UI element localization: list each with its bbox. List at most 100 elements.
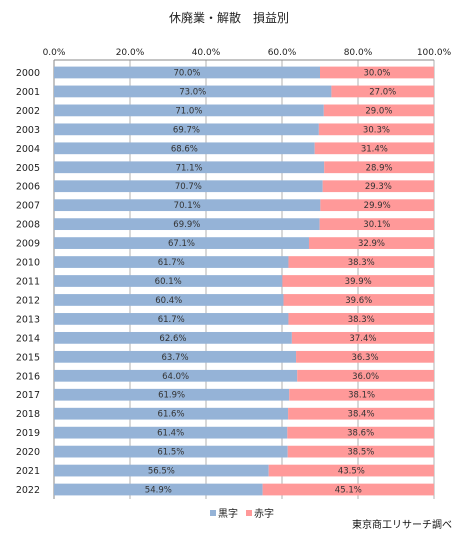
data-label-red-2013: 38.3% <box>348 315 375 325</box>
bar-red-2021 <box>268 464 434 477</box>
data-label-black-2008: 69.9% <box>173 220 200 230</box>
category-label-2006: 2006 <box>16 182 40 193</box>
bar-black-2000 <box>54 66 320 79</box>
category-label-2008: 2008 <box>16 220 40 231</box>
category-label-2014: 2014 <box>16 333 40 344</box>
bar-black-2014 <box>54 331 292 344</box>
chart-title: 休廃業・解散 損益別 <box>169 10 289 25</box>
bar-red-2014 <box>291 331 434 344</box>
category-label-2004: 2004 <box>16 144 40 155</box>
x-tick-label: 0.0% <box>43 48 66 58</box>
bar-black-2021 <box>54 464 269 477</box>
x-tick-label: 80.0% <box>344 48 373 58</box>
data-label-red-2017: 38.1% <box>348 391 375 401</box>
data-label-black-2002: 71.0% <box>175 106 202 116</box>
category-label-2009: 2009 <box>16 239 40 250</box>
data-label-black-2011: 60.1% <box>155 277 182 287</box>
bar-black-2009 <box>54 237 309 249</box>
bar-red-2008 <box>319 218 434 231</box>
source-credit: 東京商工リサーチ調べ <box>352 518 452 531</box>
category-label-2016: 2016 <box>16 371 40 382</box>
bar-red-2020 <box>287 445 434 458</box>
category-label-2003: 2003 <box>16 125 40 136</box>
data-label-black-2015: 63.7% <box>162 353 189 363</box>
data-label-black-2007: 70.1% <box>174 201 201 211</box>
bar-red-2009 <box>308 237 434 249</box>
bar-red-2017 <box>289 388 434 401</box>
category-label-2022: 2022 <box>16 485 40 496</box>
data-label-red-2021: 43.5% <box>338 467 365 477</box>
data-label-black-2005: 71.1% <box>176 163 203 173</box>
bar-black-2013 <box>54 313 289 325</box>
bar-black-2020 <box>54 445 288 458</box>
bar-red-2013 <box>288 313 434 325</box>
data-label-red-2020: 38.5% <box>347 448 374 458</box>
data-label-black-2016: 64.0% <box>162 372 189 382</box>
category-label-2011: 2011 <box>16 277 40 288</box>
bar-black-2016 <box>54 369 298 382</box>
category-label-2002: 2002 <box>16 106 40 117</box>
data-label-red-2003: 30.3% <box>363 125 390 135</box>
bar-red-2003 <box>318 123 434 136</box>
x-tick-label: 20.0% <box>116 48 145 58</box>
bar-black-2004 <box>54 142 315 155</box>
bar-red-2018 <box>288 407 434 420</box>
bar-red-2016 <box>297 369 434 382</box>
data-label-black-2017: 61.9% <box>158 391 185 401</box>
data-label-red-2014: 37.4% <box>349 334 376 344</box>
bar-red-2005 <box>324 161 434 174</box>
data-label-red-2007: 29.9% <box>364 201 391 211</box>
data-label-black-2020: 61.5% <box>157 448 184 458</box>
bar-red-2010 <box>288 256 434 268</box>
data-label-black-2009: 67.1% <box>168 239 195 249</box>
bar-black-2018 <box>54 407 289 420</box>
data-label-black-2000: 70.0% <box>173 68 200 78</box>
bar-black-2005 <box>54 161 325 174</box>
data-label-black-2010: 61.7% <box>158 258 185 268</box>
bar-black-2012 <box>54 294 284 306</box>
data-label-black-2014: 62.6% <box>159 334 186 344</box>
bar-red-2019 <box>287 426 434 439</box>
bar-red-2012 <box>283 294 434 306</box>
y-axis-categories: 2000 2001 2002 2003 2004 2005 2006 2007 2008 2009… <box>16 68 40 496</box>
data-label-red-2005: 28.9% <box>366 163 393 173</box>
bar-black-2019 <box>54 426 288 439</box>
data-label-red-2006: 29.3% <box>365 182 392 192</box>
bar-red-2015 <box>296 350 434 363</box>
bar-black-2010 <box>54 256 289 268</box>
bar-black-2011 <box>54 275 283 287</box>
bar-black-2008 <box>54 218 320 231</box>
data-label-red-2022: 45.1% <box>335 486 362 496</box>
bar-red-2002 <box>323 104 434 117</box>
data-label-black-2013: 61.7% <box>158 315 185 325</box>
data-label-black-2006: 70.7% <box>175 182 202 192</box>
category-label-2001: 2001 <box>16 87 40 98</box>
category-label-2018: 2018 <box>16 409 40 420</box>
data-label-black-2004: 68.6% <box>171 144 198 154</box>
category-label-2021: 2021 <box>16 466 40 477</box>
category-label-2010: 2010 <box>16 258 40 269</box>
bar-red-2001 <box>331 85 434 98</box>
data-label-red-2019: 38.6% <box>347 429 374 439</box>
legend-swatch-red <box>246 510 252 516</box>
bar-black-2007 <box>54 199 321 212</box>
legend-swatch-black <box>210 510 216 516</box>
data-label-red-2015: 36.3% <box>352 353 379 363</box>
data-label-black-2012: 60.4% <box>155 296 182 306</box>
category-label-2000: 2000 <box>16 68 40 79</box>
data-label-black-2001: 73.0% <box>179 87 206 97</box>
category-label-2017: 2017 <box>16 390 40 401</box>
x-tick-label: 100.0% <box>417 48 452 58</box>
data-label-red-2002: 29.0% <box>365 106 392 116</box>
data-label-black-2022: 54.9% <box>145 486 172 496</box>
bar-black-2003 <box>54 123 319 136</box>
category-label-2012: 2012 <box>16 295 40 306</box>
bar-series <box>54 66 434 496</box>
bar-red-2000 <box>320 66 434 79</box>
data-labels: 70.0% 30.0% 73.0% 27.0% 71.0% 29.0% 69.7% 30.3%… <box>145 68 396 495</box>
bar-red-2007 <box>320 199 434 212</box>
legend: 黒字 赤字 <box>210 507 274 520</box>
data-label-red-2012: 39.6% <box>345 296 372 306</box>
